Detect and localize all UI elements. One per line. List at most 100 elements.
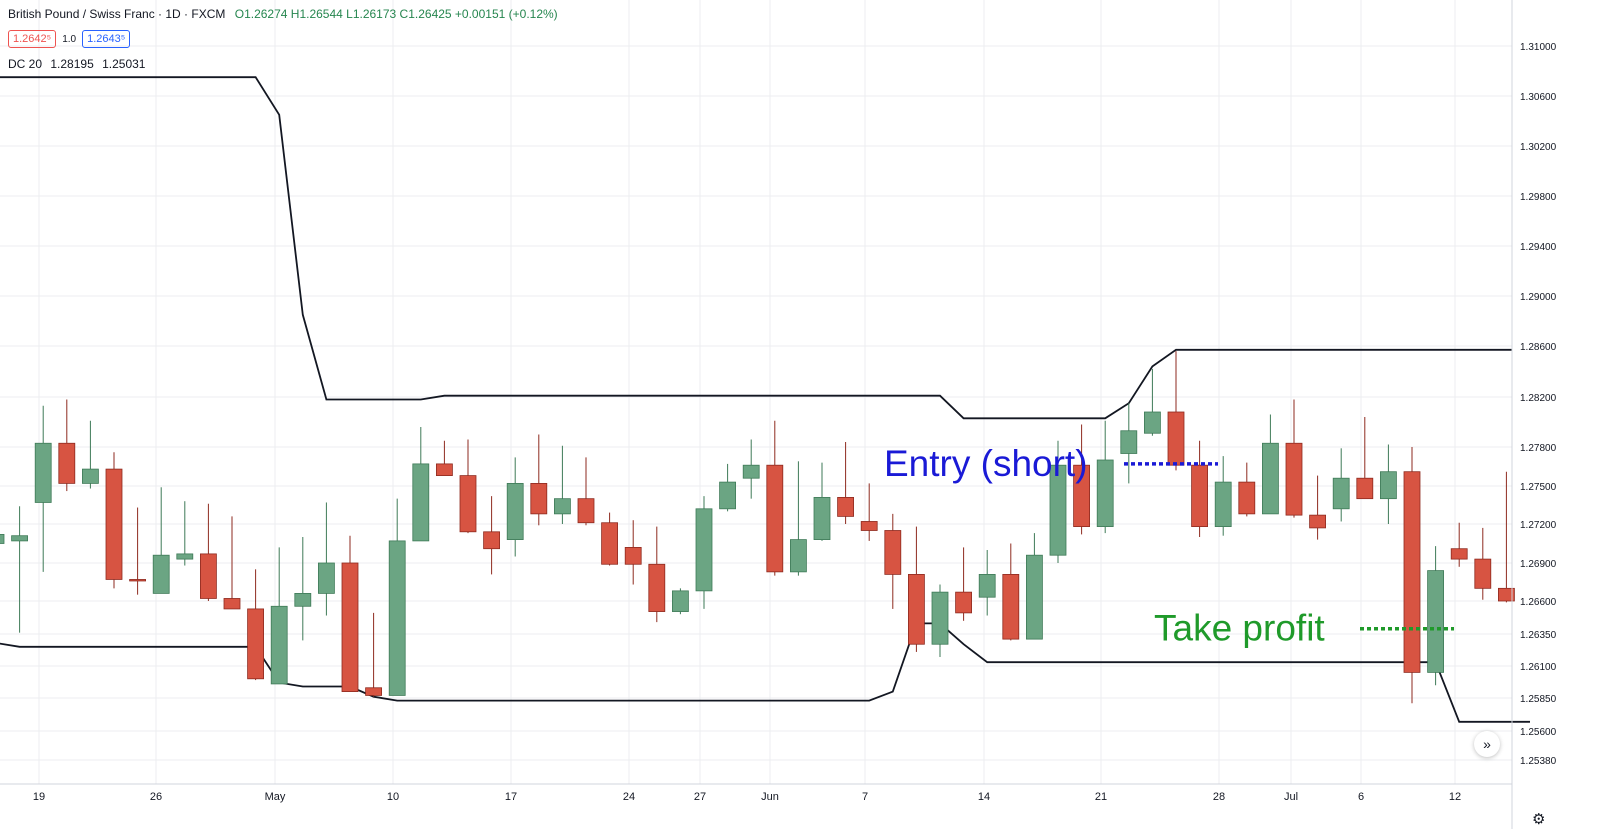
candle-body [1427, 570, 1444, 673]
scroll-to-realtime-button[interactable]: » [1474, 731, 1500, 757]
x-tick-label: 7 [862, 791, 868, 803]
y-tick-label: 1.25380 [1520, 756, 1557, 767]
candle-body [294, 593, 312, 607]
candle-body [1214, 481, 1232, 528]
candle [908, 526, 925, 652]
x-tick-label: May [265, 791, 286, 803]
y-tick-label: 1.26600 [1520, 597, 1557, 608]
x-tick-label: 24 [623, 791, 635, 803]
candle-body [365, 687, 383, 696]
candle [884, 513, 902, 609]
x-tick-label: 21 [1095, 791, 1107, 803]
candle-body [1191, 464, 1208, 528]
candle-body [1238, 481, 1256, 515]
candle [129, 507, 147, 595]
x-tick-label: 26 [150, 791, 162, 803]
candle-body [554, 498, 571, 515]
sell-price-button[interactable]: 1.2642⁵ [8, 30, 57, 48]
x-tick-label: 12 [1449, 791, 1461, 803]
candle-body [247, 608, 265, 680]
x-tick-label: Jul [1284, 791, 1298, 803]
indicator-legend[interactable]: DC 20 1.28195 1.25031 [8, 57, 150, 71]
candle-body [908, 574, 925, 645]
candle [837, 442, 854, 524]
candle [601, 512, 618, 566]
x-tick-label: Jun [761, 791, 779, 803]
candle [459, 439, 477, 534]
channel-lower-line [0, 622, 1530, 723]
candle-body [11, 535, 29, 542]
candle-body [790, 539, 807, 573]
candle [11, 506, 29, 633]
candle-body [223, 598, 241, 610]
candle [176, 501, 194, 566]
candle-body [1002, 574, 1020, 640]
candle-body [483, 531, 501, 550]
buy-price-button[interactable]: 1.2643⁵ [82, 30, 131, 48]
candle [672, 588, 689, 615]
candle-body [742, 464, 760, 479]
candle [624, 520, 642, 585]
candle-body [1309, 514, 1326, 529]
candle [58, 399, 76, 492]
candle [506, 457, 524, 557]
candle-body [129, 579, 147, 582]
candle [1309, 475, 1326, 540]
candle [1285, 399, 1303, 518]
candle-body [1450, 548, 1468, 560]
y-tick-label: 1.30600 [1520, 92, 1557, 103]
symbol-title: British Pound / Swiss Franc · 1D · FXCM [8, 7, 226, 21]
indicator-lower: 1.25031 [102, 57, 146, 71]
candle-body [34, 442, 52, 503]
candle [695, 496, 713, 609]
gear-icon[interactable]: ⚙ [1532, 811, 1546, 828]
candle [0, 534, 5, 544]
candle-body [270, 605, 288, 685]
candle-body [1498, 587, 1515, 602]
candle-body [152, 554, 170, 594]
annotations: Entry (short) Take profit [884, 443, 1454, 649]
candle-body [1073, 464, 1090, 528]
chart-header: British Pound / Swiss Franc · 1D · FXCM … [8, 7, 558, 21]
indicator-upper: 1.28195 [50, 57, 94, 71]
candle [860, 483, 878, 541]
candle-body [601, 522, 618, 565]
y-tick-label: 1.28600 [1520, 342, 1557, 353]
y-tick-label: 1.25850 [1520, 694, 1557, 705]
candle [1427, 546, 1444, 686]
candle [152, 487, 170, 594]
candle [199, 503, 217, 601]
candle-body [388, 540, 406, 696]
candle-body [577, 498, 595, 524]
candle [223, 516, 241, 610]
x-tick-label: 14 [978, 791, 990, 803]
y-tick-label: 1.27200 [1520, 520, 1557, 531]
spread-value: 1.0 [62, 33, 77, 45]
candle [1332, 448, 1350, 522]
candle [1380, 444, 1397, 524]
candle-body [624, 547, 642, 565]
candle-body [1285, 442, 1303, 516]
take-profit-label: Take profit [1154, 608, 1325, 649]
candle [435, 440, 453, 476]
candle [82, 420, 99, 489]
candle [1474, 527, 1492, 600]
x-tick-label: 6 [1358, 791, 1364, 803]
candle [1002, 543, 1020, 641]
candle-body [58, 442, 76, 484]
channel-upper-line [0, 76, 1512, 420]
candle-body [0, 534, 5, 544]
y-tick-label: 1.26100 [1520, 662, 1557, 673]
candle [1073, 424, 1090, 535]
candle [1450, 522, 1468, 567]
candle [931, 584, 949, 658]
y-tick-label: 1.31000 [1520, 42, 1557, 53]
candle [577, 457, 595, 526]
candle [978, 550, 996, 616]
candle-body [813, 496, 831, 540]
y-tick-label: 1.29800 [1520, 192, 1557, 203]
y-tick-label: 1.25600 [1520, 727, 1557, 738]
y-tick-label: 1.29400 [1520, 242, 1557, 253]
candle-body [719, 481, 736, 510]
